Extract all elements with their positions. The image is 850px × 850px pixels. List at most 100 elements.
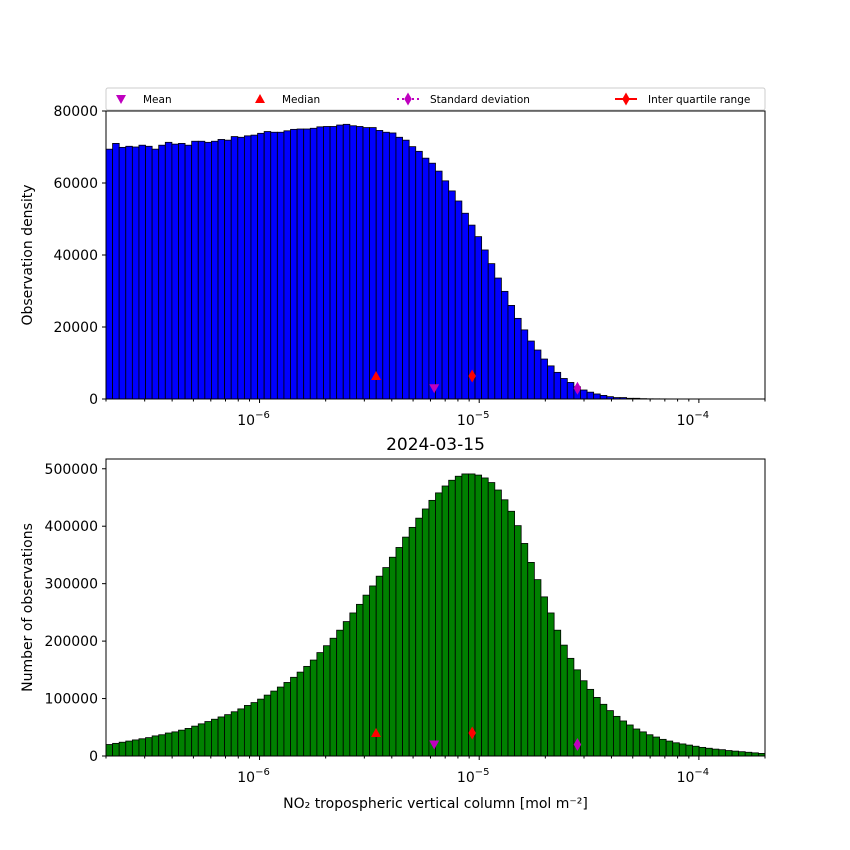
histogram-bar <box>520 329 529 400</box>
histogram-bar <box>276 131 285 400</box>
histogram-bar <box>342 123 351 400</box>
inter-quartile-range-marker <box>468 726 476 740</box>
histogram-bar <box>270 131 278 400</box>
histogram-bar <box>705 747 713 757</box>
x-tick-base: 10 <box>237 770 255 786</box>
x-tick-base: 10 <box>237 413 255 429</box>
histogram-bar <box>178 142 186 400</box>
histogram-bar <box>138 738 146 757</box>
histogram-bar <box>441 180 450 400</box>
histogram-bar <box>224 139 232 400</box>
histogram-bar <box>243 135 252 400</box>
histogram-bar <box>415 517 423 757</box>
histogram-bar <box>692 745 700 757</box>
legend-label: Inter quartile range <box>648 94 750 106</box>
histogram-bar <box>250 702 258 757</box>
histogram-bar <box>711 748 720 757</box>
histogram-bar <box>217 716 226 757</box>
histogram-bar <box>678 743 687 757</box>
histogram-bar <box>336 124 344 400</box>
histogram-bar <box>454 475 463 757</box>
histogram-bar <box>586 391 595 400</box>
histogram-bar <box>448 479 456 757</box>
histogram-bar <box>698 746 707 757</box>
histogram-bar <box>500 499 509 757</box>
histogram-bar <box>237 136 245 400</box>
histogram-bar <box>323 645 331 757</box>
histogram-bar <box>652 736 660 757</box>
histogram-bar <box>527 340 535 400</box>
histogram-bar <box>415 150 423 400</box>
histogram-bar <box>428 162 436 400</box>
legend-box <box>105 87 766 111</box>
histogram-bar <box>303 665 311 757</box>
histogram-bar <box>441 485 450 757</box>
y-tick-label: 400000 <box>45 519 98 535</box>
histogram-bar <box>580 680 588 757</box>
histogram-bar <box>125 740 133 757</box>
histogram-bar <box>388 556 397 757</box>
histogram-bar <box>533 579 542 757</box>
histogram-bar <box>131 739 140 757</box>
histogram-bar <box>672 742 680 757</box>
x-axis-label: NO₂ tropospheric vertical column [mol m⁻… <box>283 796 588 812</box>
legend-item: Inter quartile range <box>615 92 750 106</box>
histogram-bar <box>435 492 443 757</box>
histogram-bar <box>487 263 496 400</box>
histogram-bar <box>323 126 331 400</box>
histogram-bar <box>250 134 258 400</box>
x-tick-base: 10 <box>457 413 475 429</box>
histogram-bar <box>474 236 483 400</box>
histogram-bar <box>395 136 403 400</box>
legend: Mean Median Standard deviation Inter quarti… <box>105 87 766 111</box>
mean-marker <box>429 384 440 394</box>
histogram-bar <box>263 131 272 400</box>
histogram-bar <box>112 742 120 757</box>
histogram-bar <box>599 394 608 400</box>
histogram-bar <box>520 543 529 757</box>
histogram-bar <box>164 732 173 757</box>
histogram-bar <box>362 594 371 757</box>
histogram-bar <box>184 728 193 757</box>
histogram-bar <box>586 688 595 757</box>
standard-deviation-marker <box>573 738 582 752</box>
legend-label: Median <box>282 94 320 106</box>
histogram-bar <box>125 145 133 400</box>
histogram-bar <box>402 139 410 400</box>
histogram-bar <box>593 697 601 757</box>
histogram-bar <box>171 143 179 400</box>
histogram-bar <box>731 750 740 757</box>
histogram-bar <box>645 734 654 757</box>
x-tick-exponent: −4 <box>694 410 709 421</box>
histogram-bar <box>494 489 502 757</box>
median-marker <box>371 370 382 380</box>
y-tick-label: 40000 <box>53 248 98 264</box>
histogram-bar <box>118 146 127 400</box>
histogram-bar <box>356 126 364 400</box>
histogram-bar <box>395 547 403 757</box>
histogram-bar <box>626 724 634 757</box>
histogram-bar <box>639 731 647 757</box>
histogram-bar <box>158 734 166 757</box>
histogram-bar <box>566 382 575 400</box>
y-tick-label: 60000 <box>53 176 98 192</box>
x-tick-exponent: −6 <box>255 767 270 778</box>
histogram-bar <box>329 637 338 757</box>
histogram-bar <box>211 718 219 757</box>
histogram-bar <box>356 603 364 757</box>
histogram-bar <box>540 358 548 400</box>
y-tick-label: 200000 <box>45 634 98 650</box>
legend-label: Mean <box>143 94 172 106</box>
histogram-bar <box>105 744 113 757</box>
histogram-bar <box>309 659 318 757</box>
histogram-bar <box>349 125 357 400</box>
histogram-bar <box>382 131 390 400</box>
x-tick-exponent: −6 <box>255 410 270 421</box>
histogram-bar <box>257 132 265 400</box>
histogram-bar <box>619 720 628 757</box>
histogram-bar <box>718 749 726 757</box>
standard-deviation-marker <box>573 381 582 395</box>
histogram-bar <box>145 737 153 757</box>
